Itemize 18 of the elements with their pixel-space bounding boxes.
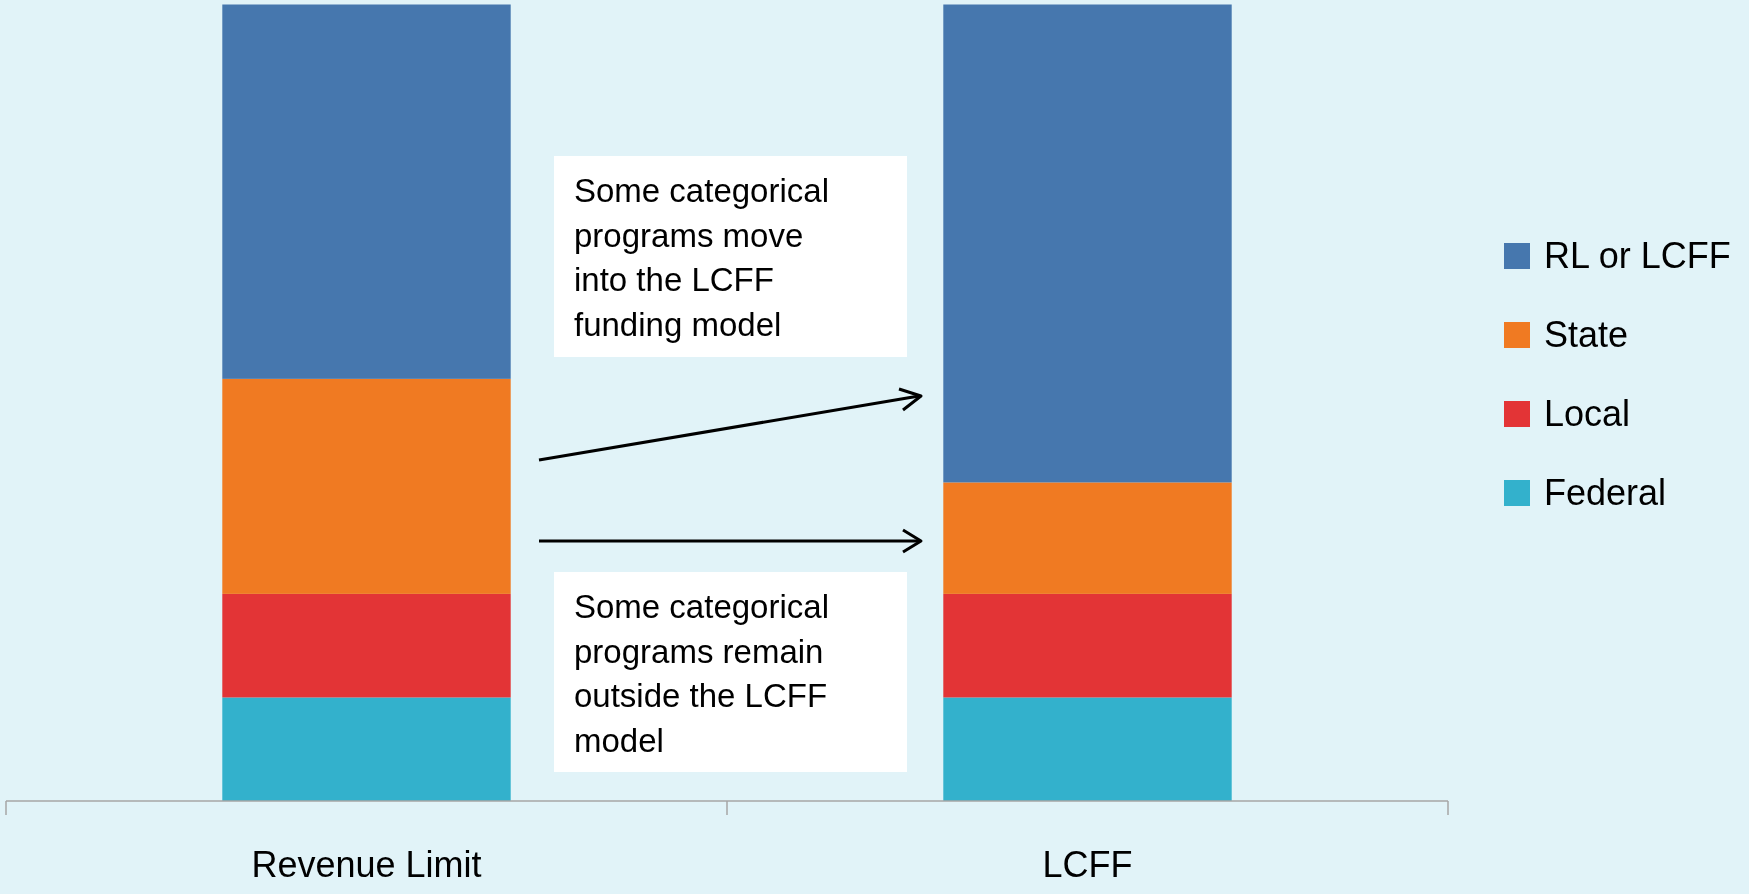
x-tick-label: LCFF	[1042, 844, 1133, 885]
bar	[222, 4, 511, 379]
bar	[943, 482, 1232, 594]
legend-label: Local	[1544, 393, 1631, 434]
legend-label: State	[1544, 314, 1629, 355]
bar	[222, 593, 511, 698]
bar	[943, 593, 1232, 698]
bar	[943, 4, 1232, 483]
bar	[222, 378, 511, 594]
legend-label: Federal	[1544, 472, 1667, 513]
bar	[222, 697, 511, 801]
bar	[943, 697, 1232, 801]
legend-label: RL or LCFF	[1544, 235, 1731, 276]
note-box: Some categorical programs remain outside the LCFF model	[554, 572, 907, 772]
annotation: Some categorical programs remain outside the LCFF model	[574, 588, 829, 759]
x-tick-label: Revenue Limit	[251, 844, 482, 885]
note-box: Some categorical programs move into the LCFF funding model	[554, 156, 907, 357]
annotation: Some categorical programs move into the LCFF funding model	[574, 172, 829, 343]
